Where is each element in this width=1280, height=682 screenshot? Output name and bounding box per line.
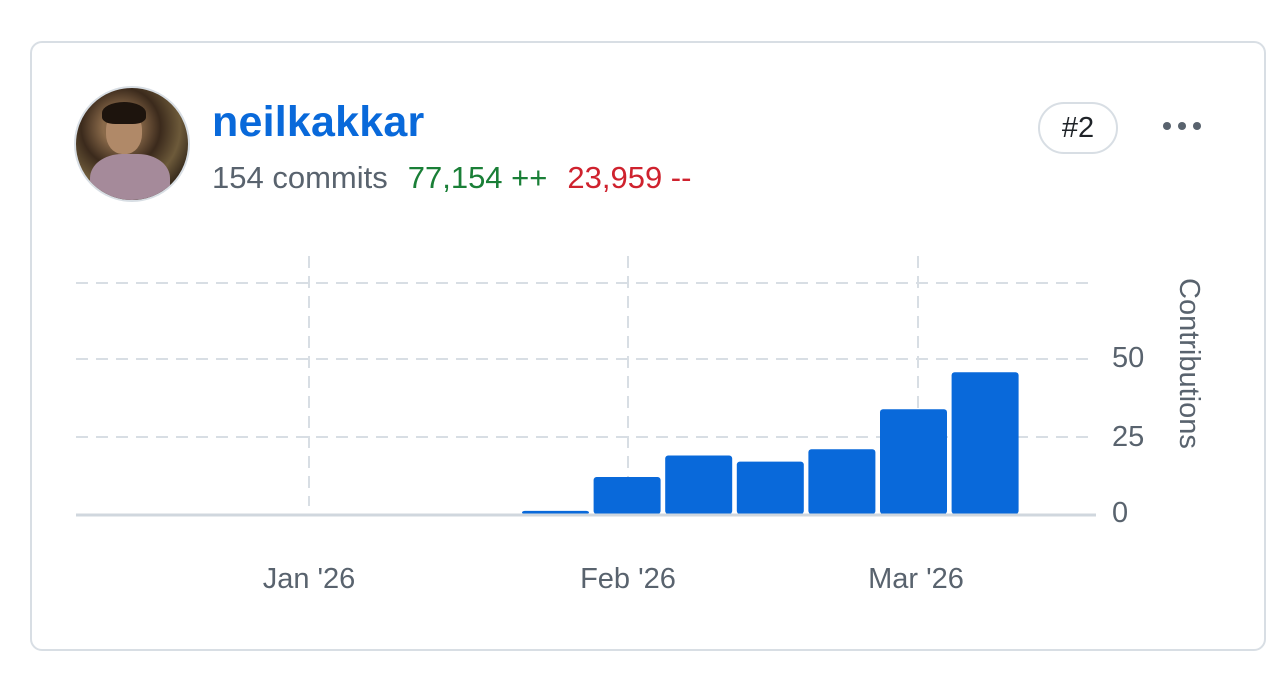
bar-7[interactable] [736, 461, 804, 514]
avatar-shirt [90, 154, 170, 200]
bar-4[interactable] [522, 510, 589, 514]
x-tick-feb: Feb '26 [580, 563, 676, 595]
y-axis-ticks: 50 25 0 [1112, 342, 1144, 529]
kebab-horizontal-icon[interactable] [1154, 110, 1210, 142]
bar-8[interactable] [808, 449, 876, 514]
avatar[interactable] [74, 86, 190, 202]
x-tick-jan: Jan '26 [263, 563, 356, 595]
contribution-stats: 154 commits 77,154 ++ 23,959 -- [212, 158, 691, 198]
username-link[interactable]: neilkakkar [212, 98, 425, 146]
bar-10[interactable] [951, 372, 1019, 514]
dot-icon [1193, 122, 1201, 130]
bar-9[interactable] [880, 409, 947, 514]
x-tick-mar: Mar '26 [868, 563, 964, 595]
dot-icon [1163, 122, 1171, 130]
y-tick-50: 50 [1112, 342, 1144, 374]
avatar-hair [102, 102, 146, 124]
dot-icon [1178, 122, 1186, 130]
x-axis-ticks: Jan '26 Feb '26 Mar '26 [263, 563, 964, 595]
bar-6[interactable] [665, 455, 733, 515]
y-tick-25: 25 [1112, 421, 1144, 453]
y-axis-label: Contributions [1173, 278, 1205, 449]
rank-badge: #2 [1038, 102, 1118, 154]
y-tick-0: 0 [1112, 497, 1128, 529]
additions-count: 77,154 ++ [407, 160, 548, 195]
bar-5[interactable] [593, 477, 661, 514]
bars [522, 372, 1019, 514]
commits-count[interactable]: 154 commits [212, 160, 388, 195]
deletions-count: 23,959 -- [567, 160, 692, 195]
